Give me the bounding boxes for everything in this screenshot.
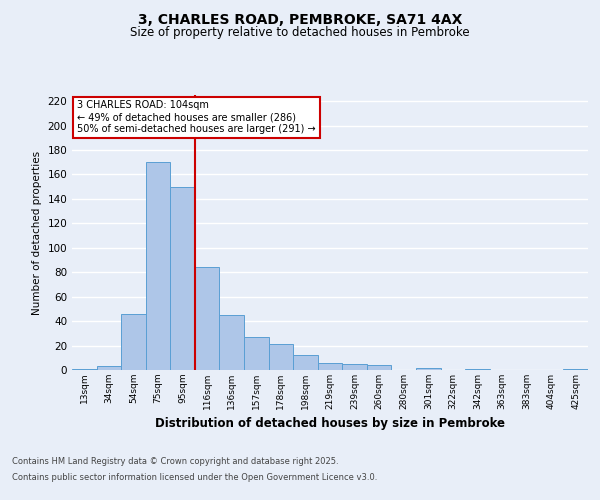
Text: Contains public sector information licensed under the Open Government Licence v3: Contains public sector information licen… <box>12 472 377 482</box>
Y-axis label: Number of detached properties: Number of detached properties <box>32 150 42 314</box>
Bar <box>293 356 318 370</box>
Bar <box>72 369 97 370</box>
Bar <box>563 369 588 370</box>
Bar <box>121 314 146 370</box>
Text: 3 CHARLES ROAD: 104sqm
← 49% of detached houses are smaller (286)
50% of semi-de: 3 CHARLES ROAD: 104sqm ← 49% of detached… <box>77 100 316 134</box>
Bar <box>465 369 490 370</box>
Bar <box>318 362 342 370</box>
Bar <box>269 344 293 370</box>
Bar <box>416 368 440 370</box>
X-axis label: Distribution of detached houses by size in Pembroke: Distribution of detached houses by size … <box>155 418 505 430</box>
Text: 3, CHARLES ROAD, PEMBROKE, SA71 4AX: 3, CHARLES ROAD, PEMBROKE, SA71 4AX <box>138 12 462 26</box>
Text: Size of property relative to detached houses in Pembroke: Size of property relative to detached ho… <box>130 26 470 39</box>
Bar <box>367 365 391 370</box>
Bar <box>220 315 244 370</box>
Text: Contains HM Land Registry data © Crown copyright and database right 2025.: Contains HM Land Registry data © Crown c… <box>12 458 338 466</box>
Bar <box>146 162 170 370</box>
Bar <box>195 268 220 370</box>
Bar <box>170 186 195 370</box>
Bar <box>244 337 269 370</box>
Bar <box>342 364 367 370</box>
Bar <box>97 366 121 370</box>
